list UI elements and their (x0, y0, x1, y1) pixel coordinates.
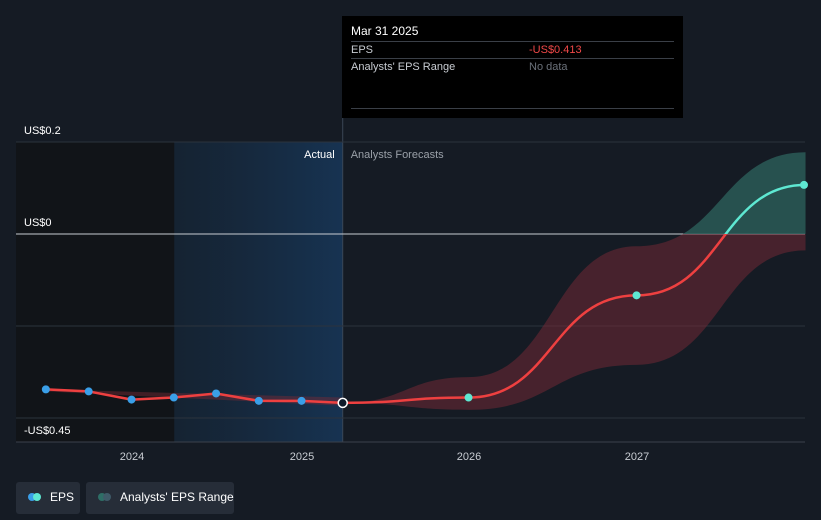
eps-actual-line (45, 388, 343, 405)
legend-range-label: Analysts' EPS Range (120, 490, 234, 504)
eps-forecast-point-1 (632, 291, 641, 300)
y-tick-label-1: US$0 (24, 217, 52, 229)
tooltip-range-value: No data (529, 61, 568, 73)
eps-forecast-line-positive (724, 183, 806, 234)
tooltip-eps-label: EPS (351, 44, 374, 56)
eps-actual-point-1 (84, 387, 93, 396)
section-label-forecast: Analysts Forecasts (351, 149, 444, 161)
eps-actual-point-6 (297, 396, 306, 405)
eps-range-band-positive (682, 152, 806, 234)
legend-range-dot-icon (98, 493, 106, 501)
y-tick-label-2: -US$0.45 (24, 425, 70, 437)
legend-range-dot2-icon (103, 493, 111, 501)
tooltip-date: Mar 31 2025 (351, 24, 419, 38)
legend-eps-dot2-icon (33, 493, 41, 501)
eps-forecast-point-0 (464, 393, 473, 402)
eps-forecast-point-2 (800, 180, 808, 189)
section-label-actual: Actual (304, 149, 335, 161)
eps-actual-point-0 (41, 385, 50, 394)
tooltip-row-range: Analysts' EPS Range No data (351, 58, 674, 76)
hover-tooltip: Mar 31 2025 EPS -US$0.413 Analysts' EPS … (342, 16, 683, 118)
eps-actual-point-4 (212, 389, 221, 398)
tooltip-range-label: Analysts' EPS Range (351, 61, 456, 73)
eps-actual-point-2 (127, 395, 136, 404)
past-period-shade (16, 142, 175, 442)
eps-actual-point-7 (337, 397, 348, 409)
actual-period-shade (174, 142, 343, 442)
x-tick-label-0: 2024 (120, 451, 144, 463)
legend-eps[interactable]: EPS (16, 482, 80, 514)
tooltip-row-eps: EPS -US$0.413 (351, 41, 674, 59)
legend-eps-dot-icon (28, 493, 36, 501)
eps-actual-point-3 (169, 393, 178, 402)
x-tick-label-1: 2025 (290, 451, 314, 463)
eps-forecast-line-negative (342, 234, 728, 405)
tooltip-divider (351, 108, 674, 109)
legend-range[interactable]: Analysts' EPS Range (86, 482, 234, 514)
eps-actual-point-5 (254, 396, 263, 405)
legend-eps-label: EPS (50, 490, 75, 504)
x-tick-label-2: 2026 (457, 451, 481, 463)
x-tick-label-3: 2027 (625, 451, 649, 463)
tooltip-eps-value: -US$0.413 (529, 44, 582, 56)
y-tick-label-0: US$0.2 (24, 125, 61, 137)
